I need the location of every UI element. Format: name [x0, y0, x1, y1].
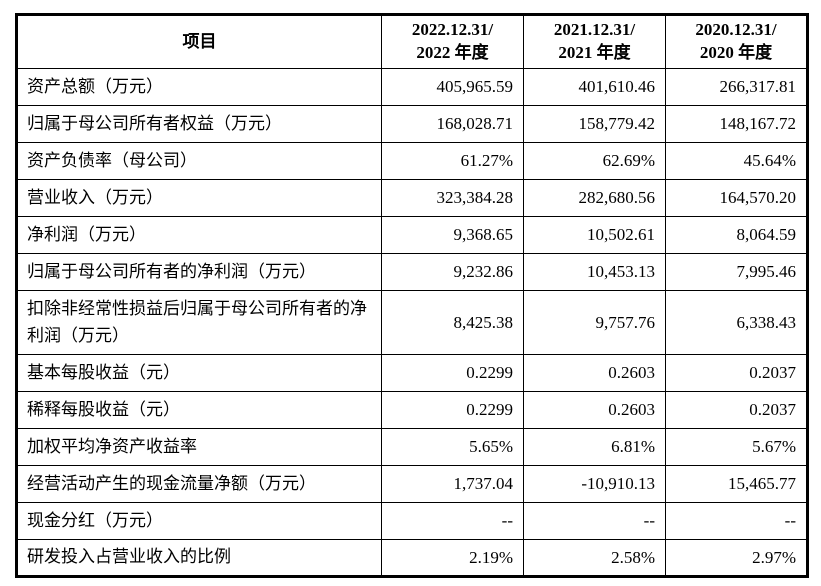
value-2021: -10,910.13: [523, 465, 666, 503]
value-2021: 10,453.13: [523, 253, 666, 291]
value-2020: 2.97%: [665, 539, 808, 577]
table-row: 净利润（万元） 9,368.65 10,502.61 8,064.59: [16, 216, 808, 254]
value-2020: 45.64%: [665, 142, 808, 180]
row-label: 归属于母公司所有者权益（万元）: [16, 105, 382, 143]
value-2022: 8,425.38: [381, 290, 524, 355]
row-label: 资产负债率（母公司）: [16, 142, 382, 180]
value-2020: 15,465.77: [665, 465, 808, 503]
header-period-2020: 2020.12.31/ 2020 年度: [665, 14, 808, 69]
value-2020: 5.67%: [665, 428, 808, 466]
value-2022: 2.19%: [381, 539, 524, 577]
table-row: 营业收入（万元） 323,384.28 282,680.56 164,570.2…: [16, 179, 808, 217]
value-2022: 0.2299: [381, 391, 524, 429]
table-row: 现金分红（万元） -- -- --: [16, 502, 808, 540]
table-row: 经营活动产生的现金流量净额（万元） 1,737.04 -10,910.13 15…: [16, 465, 808, 503]
row-label: 研发投入占营业收入的比例: [16, 539, 382, 577]
value-2020: 148,167.72: [665, 105, 808, 143]
table-row: 归属于母公司所有者的净利润（万元） 9,232.86 10,453.13 7,9…: [16, 253, 808, 291]
value-2021: 282,680.56: [523, 179, 666, 217]
table-row: 加权平均净资产收益率 5.65% 6.81% 5.67%: [16, 428, 808, 466]
value-2022: 9,368.65: [381, 216, 524, 254]
table-row: 资产负债率（母公司） 61.27% 62.69% 45.64%: [16, 142, 808, 180]
value-2022: 168,028.71: [381, 105, 524, 143]
table-row: 研发投入占营业收入的比例 2.19% 2.58% 2.97%: [16, 539, 808, 577]
value-2021: 0.2603: [523, 391, 666, 429]
value-2021: --: [523, 502, 666, 540]
row-label: 资产总额（万元）: [16, 68, 382, 106]
row-label: 营业收入（万元）: [16, 179, 382, 217]
value-2021: 2.58%: [523, 539, 666, 577]
row-label: 经营活动产生的现金流量净额（万元）: [16, 465, 382, 503]
value-2020: 7,995.46: [665, 253, 808, 291]
value-2021: 9,757.76: [523, 290, 666, 355]
value-2020: 0.2037: [665, 391, 808, 429]
row-label: 净利润（万元）: [16, 216, 382, 254]
row-label: 现金分红（万元）: [16, 502, 382, 540]
table-row: 扣除非经常性损益后归属于母公司所有者的净利润（万元） 8,425.38 9,75…: [16, 290, 808, 355]
row-label: 归属于母公司所有者的净利润（万元）: [16, 253, 382, 291]
header-period-2022: 2022.12.31/ 2022 年度: [381, 14, 524, 69]
header-period-2021: 2021.12.31/ 2021 年度: [523, 14, 666, 69]
value-2022: 323,384.28: [381, 179, 524, 217]
value-2020: 6,338.43: [665, 290, 808, 355]
row-label: 扣除非经常性损益后归属于母公司所有者的净利润（万元）: [16, 290, 382, 355]
row-label: 基本每股收益（元）: [16, 354, 382, 392]
value-2022: 61.27%: [381, 142, 524, 180]
table-row: 基本每股收益（元） 0.2299 0.2603 0.2037: [16, 354, 808, 392]
value-2021: 62.69%: [523, 142, 666, 180]
value-2020: 266,317.81: [665, 68, 808, 106]
value-2022: --: [381, 502, 524, 540]
value-2021: 158,779.42: [523, 105, 666, 143]
value-2020: --: [665, 502, 808, 540]
table-row: 资产总额（万元） 405,965.59 401,610.46 266,317.8…: [16, 68, 808, 106]
value-2021: 10,502.61: [523, 216, 666, 254]
financial-summary-table: 项目 2022.12.31/ 2022 年度 2021.12.31/ 2021 …: [15, 13, 809, 578]
table-row: 稀释每股收益（元） 0.2299 0.2603 0.2037: [16, 391, 808, 429]
header-item: 项目: [16, 14, 382, 69]
value-2020: 0.2037: [665, 354, 808, 392]
header-row: 项目 2022.12.31/ 2022 年度 2021.12.31/ 2021 …: [16, 14, 808, 69]
table-row: 归属于母公司所有者权益（万元） 168,028.71 158,779.42 14…: [16, 105, 808, 143]
value-2022: 1,737.04: [381, 465, 524, 503]
value-2021: 401,610.46: [523, 68, 666, 106]
value-2021: 6.81%: [523, 428, 666, 466]
row-label: 稀释每股收益（元）: [16, 391, 382, 429]
value-2020: 164,570.20: [665, 179, 808, 217]
value-2022: 5.65%: [381, 428, 524, 466]
value-2020: 8,064.59: [665, 216, 808, 254]
value-2022: 9,232.86: [381, 253, 524, 291]
value-2022: 0.2299: [381, 354, 524, 392]
value-2022: 405,965.59: [381, 68, 524, 106]
row-label: 加权平均净资产收益率: [16, 428, 382, 466]
value-2021: 0.2603: [523, 354, 666, 392]
